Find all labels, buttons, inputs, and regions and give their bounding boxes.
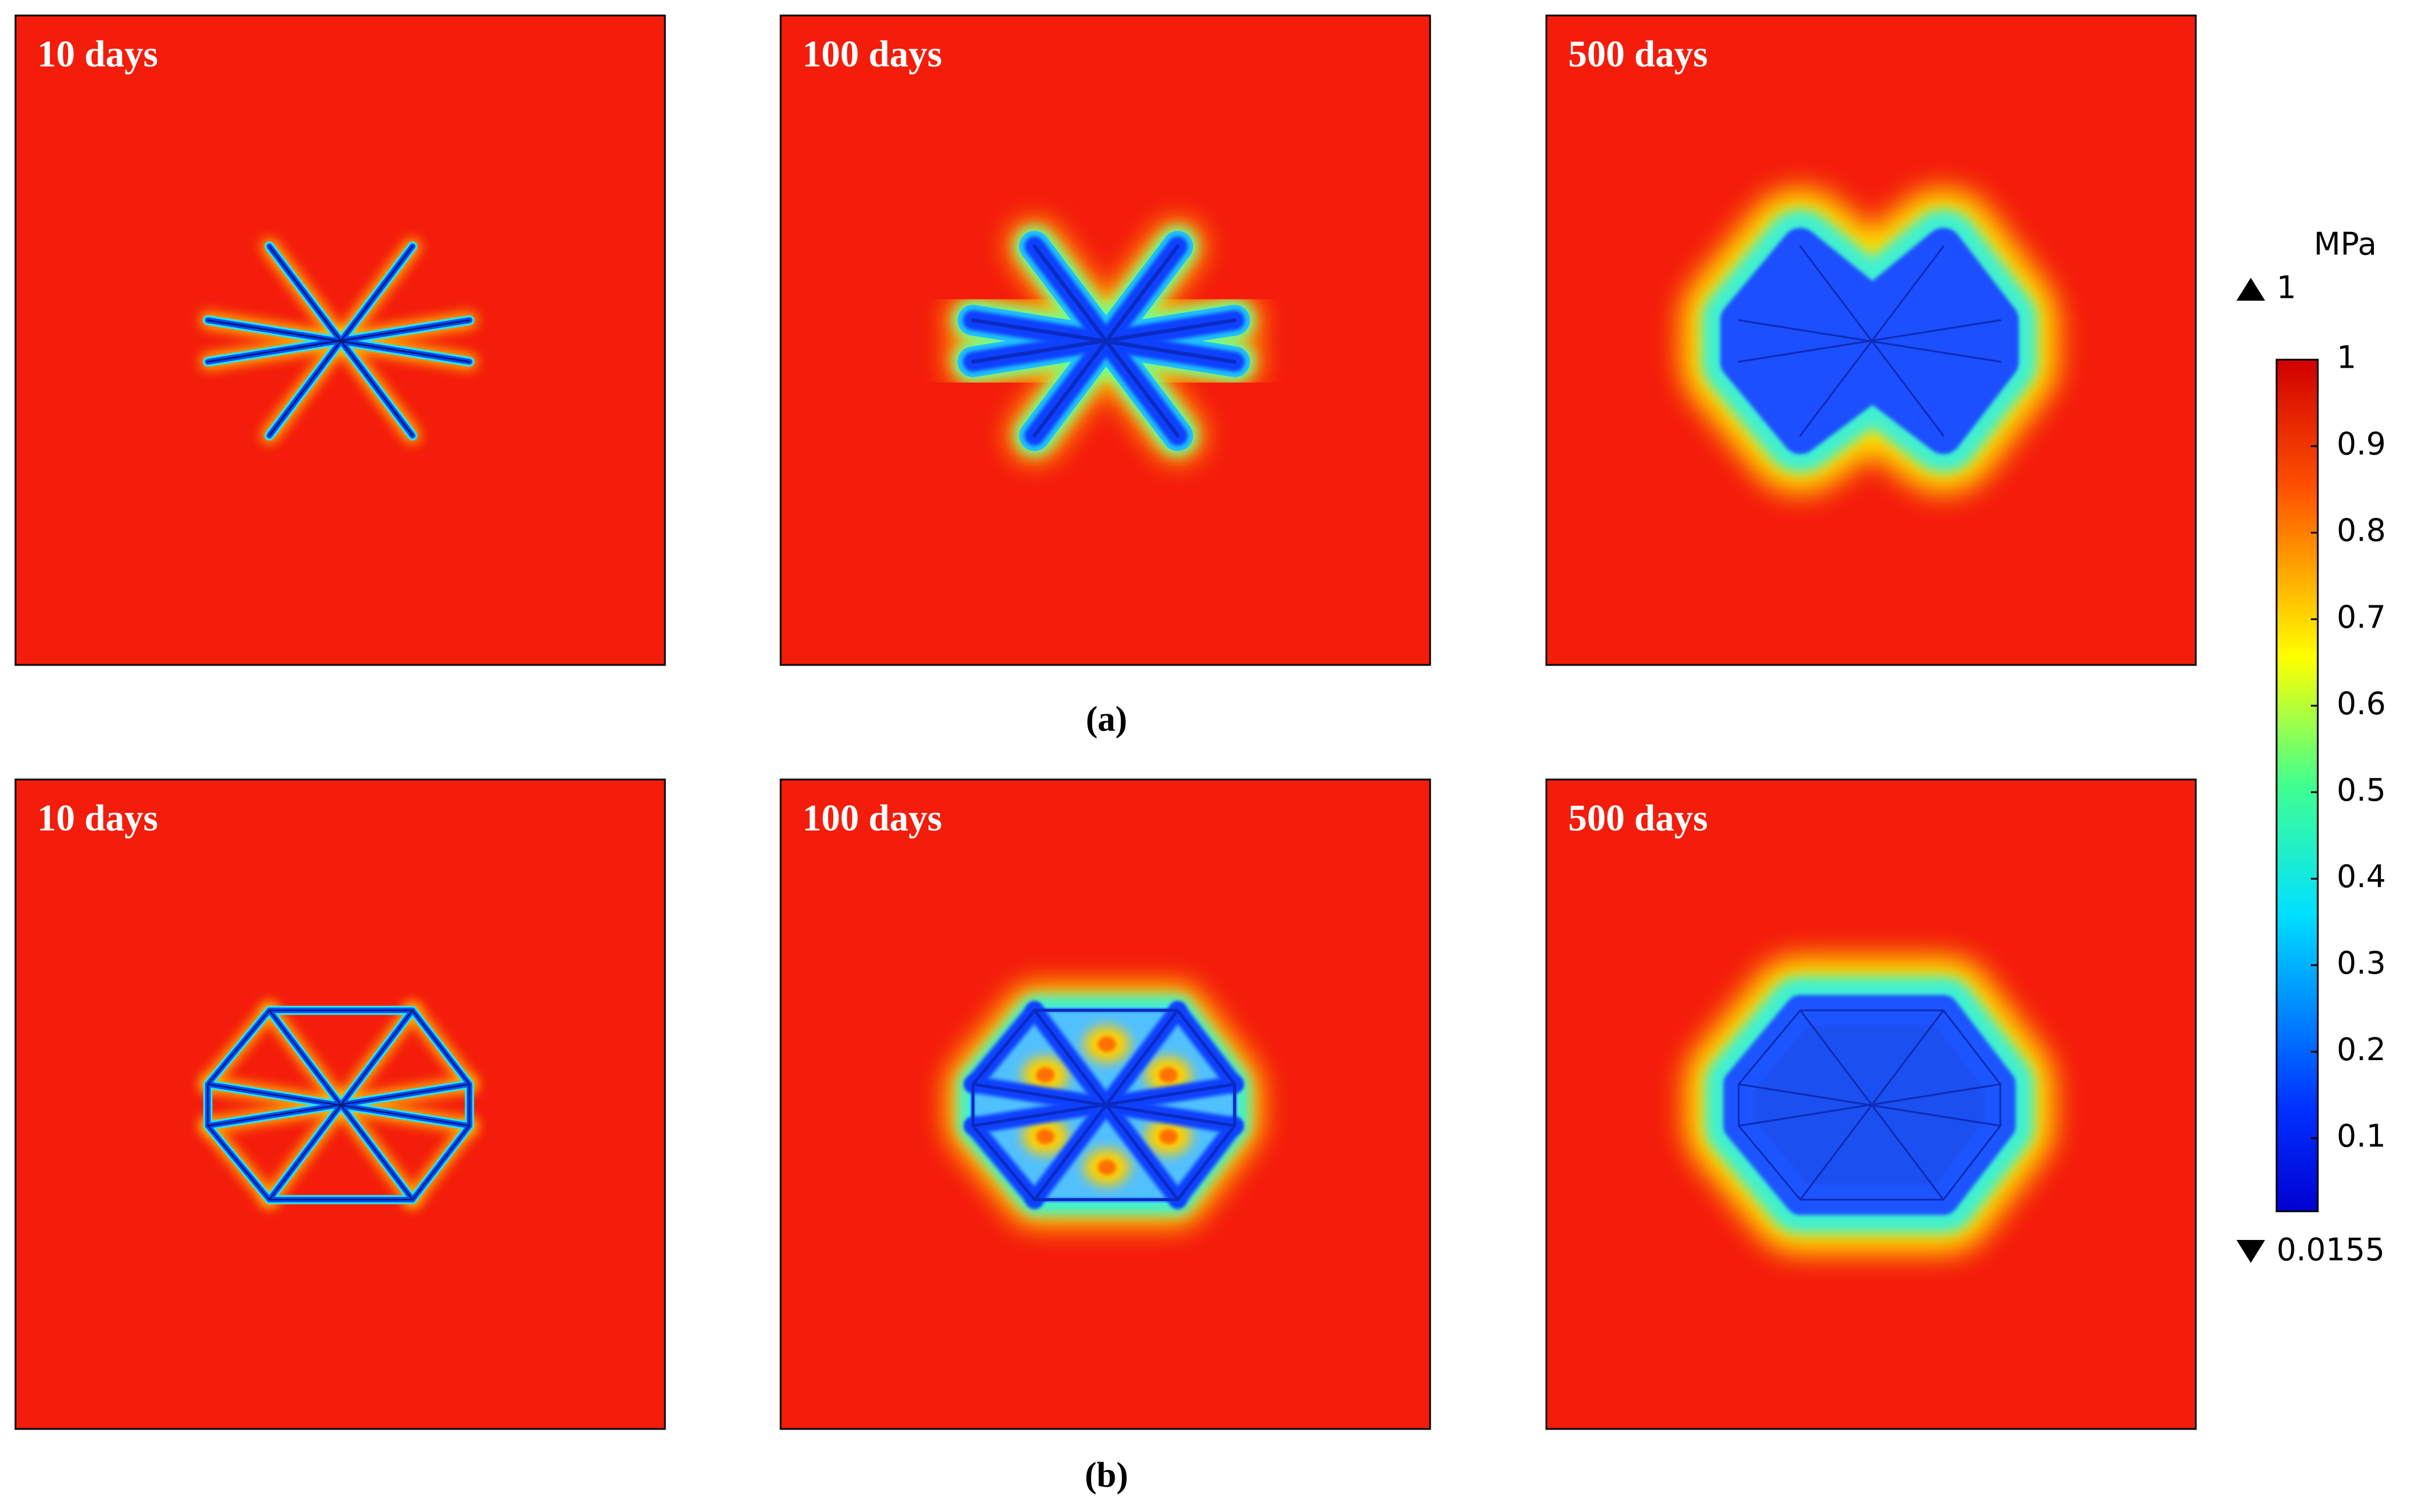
stress-region (1036, 1128, 1055, 1144)
stress-region (1097, 1036, 1116, 1052)
stress-feature (207, 1009, 270, 1085)
stress-feature (1176, 1009, 1236, 1086)
stress-feature (1942, 1125, 2002, 1201)
panel-field (947, 984, 1261, 1226)
panel: 500 days (1545, 14, 2197, 666)
tick-label: 0.3 (2337, 945, 2386, 981)
max-marker (2236, 278, 2265, 301)
panel-field (200, 238, 478, 444)
panel: 100 days (779, 778, 1431, 1430)
stress-feature (1738, 319, 2002, 363)
panel-field (948, 222, 1259, 460)
stress-feature (411, 1009, 471, 1085)
panel-label: 100 days (802, 33, 942, 75)
colorbar-max: 1 (2277, 270, 2296, 306)
colorbar-bar (2275, 359, 2319, 1212)
stress-feature (1942, 1009, 2002, 1085)
panel: 10 days (14, 778, 666, 1430)
panel: 500 days (1545, 778, 2197, 1430)
panel-label: 10 days (37, 797, 158, 839)
caption: (b) (1085, 1456, 1128, 1495)
tick-label: 0.2 (2337, 1031, 2386, 1068)
tick-label: 0.7 (2337, 599, 2386, 635)
panel-label: 100 days (802, 797, 942, 839)
panel: 10 days (14, 14, 666, 666)
tick-label: 0.1 (2337, 1118, 2386, 1154)
stress-feature (207, 319, 471, 363)
tick-label: 0.8 (2337, 513, 2386, 549)
stress-region (1036, 1067, 1055, 1083)
stress-feature (1738, 1009, 1802, 1085)
stress-feature (1738, 1083, 2002, 1127)
caption: (a) (1086, 700, 1127, 739)
panel-label: 500 days (1568, 33, 1708, 75)
stress-feature (207, 1125, 270, 1200)
stress-feature (207, 1083, 471, 1127)
stress-feature (971, 1009, 1037, 1086)
colorbar-min: 0.0155 (2277, 1232, 2385, 1268)
stress-region (1097, 1159, 1116, 1175)
stress-region (1159, 1067, 1178, 1083)
panel-label: 10 days (37, 33, 158, 75)
stress-feature (971, 1082, 1236, 1128)
panel-label: 500 days (1568, 797, 1708, 839)
stress-feature (1738, 1125, 1802, 1201)
stress-feature (411, 1125, 471, 1200)
stress-feature (1176, 1124, 1236, 1202)
tick-label: 1 (2337, 340, 2356, 376)
tick-label: 0.9 (2337, 426, 2386, 462)
colorbar-unit: MPa (2314, 226, 2377, 262)
min-marker (2236, 1240, 2265, 1263)
tick-label: 0.6 (2337, 686, 2386, 722)
tick-label: 0.4 (2337, 859, 2386, 895)
panel-field (1681, 188, 2058, 494)
panel-field (1684, 956, 2054, 1254)
colorbar: MPa 1 0.0155 0.1 0.2 0.3 0.4 0.5 0.6 0.7 0.8 0.9… (2236, 226, 2386, 1268)
panels: 10 days 100 days 500 days 10 days 100 days 50… (14, 14, 2197, 1430)
stress-feature (971, 1124, 1037, 1202)
stress-region (1159, 1128, 1178, 1144)
panel-field (200, 1003, 477, 1207)
tick-label: 0.5 (2337, 772, 2386, 808)
panel: 100 days (779, 14, 1431, 666)
stress-feature (971, 318, 1237, 364)
